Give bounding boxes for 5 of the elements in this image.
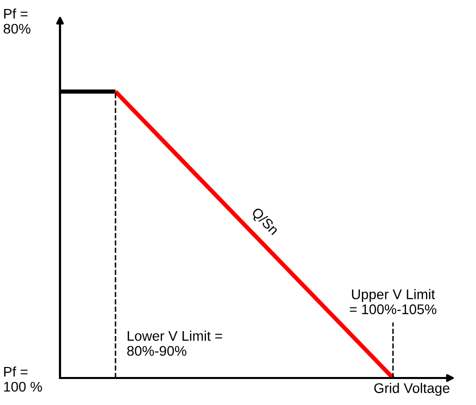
annotation: Lower V Limit = 80%-90% — [127, 330, 222, 356]
annotation: Upper V Limit = 100%-105% — [350, 289, 436, 314]
y-tick-label: Pf = 80% — [4, 8, 30, 34]
x-axis-title: Grid Voltage — [374, 382, 450, 396]
y-tick-label: Pf = 100 % — [4, 366, 42, 392]
